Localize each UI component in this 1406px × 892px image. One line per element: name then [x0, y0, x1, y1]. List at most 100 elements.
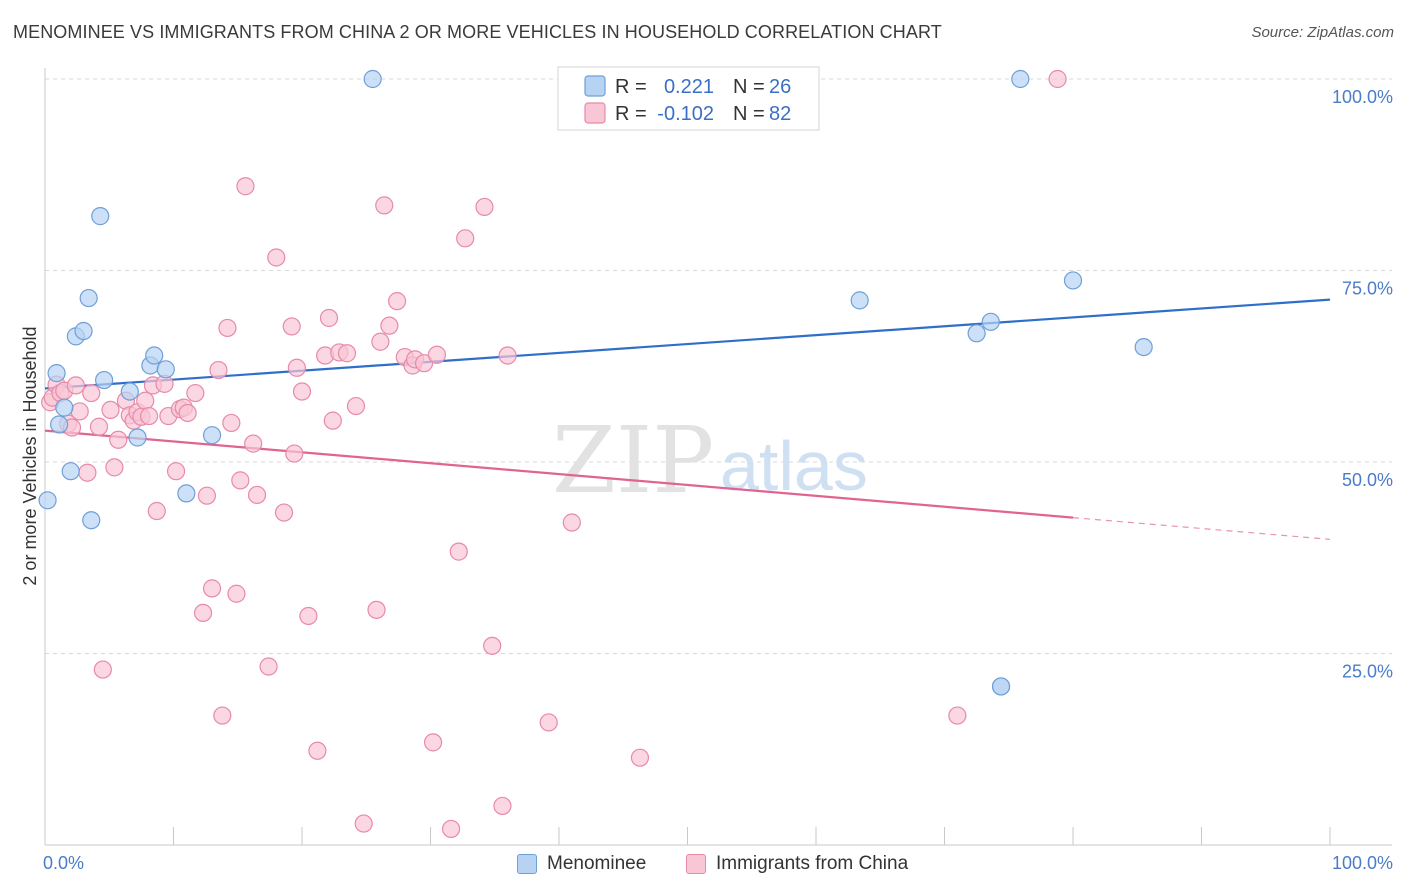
point-china-33 [197, 486, 217, 505]
point-menominee-17 [202, 426, 222, 445]
legend-swatch-china [584, 102, 606, 124]
point-china-46 [274, 503, 294, 522]
y-tick-label-50: 50.0% [1342, 470, 1393, 490]
x-tick-label-max: 100.0% [1332, 853, 1393, 873]
trend-line-menominee [44, 298, 1331, 390]
point-china-32 [193, 603, 213, 623]
point-menominee-19 [850, 291, 869, 310]
point-china-24 [147, 501, 166, 521]
point-china-72 [449, 542, 468, 561]
point-menominee-9 [91, 207, 110, 226]
point-china-15 [109, 430, 128, 449]
legend-swatch-menominee [584, 75, 606, 97]
point-china-52 [308, 741, 327, 760]
watermark: ZIP atlas [552, 407, 868, 514]
point-menominee-8 [82, 511, 101, 530]
point-china-44 [259, 657, 278, 676]
point-china-11 [89, 417, 109, 436]
point-china-76 [493, 796, 512, 816]
point-china-78 [539, 713, 558, 732]
point-menominee-22 [967, 324, 986, 343]
point-china-9 [78, 463, 97, 482]
point-china-27 [166, 462, 186, 481]
point-china-36 [213, 706, 232, 725]
y-tick-label-25: 25.0% [1342, 662, 1393, 682]
point-china-80 [630, 748, 650, 767]
trend-line-extension-china [1072, 517, 1331, 540]
point-menominee-26 [1134, 338, 1153, 357]
point-menominee-3 [55, 398, 74, 417]
point-china-14 [105, 458, 124, 477]
chart-source: Source: ZipAtlas.com [1251, 24, 1394, 41]
point-china-68 [414, 354, 434, 373]
point-menominee-11 [120, 382, 139, 401]
grid-lines [45, 78, 1392, 654]
point-china-21 [136, 391, 155, 410]
point-china-70 [427, 345, 447, 364]
point-china-35 [209, 360, 228, 380]
legend-r-value-china: -0.102 [657, 103, 714, 125]
watermark-atlas: atlas [720, 427, 868, 505]
point-china-7 [66, 376, 85, 395]
y-tick-label-100: 100.0% [1332, 87, 1393, 107]
point-china-39 [227, 584, 246, 603]
point-china-71 [441, 819, 461, 839]
trend-line-china [44, 429, 1074, 519]
trend-lines [44, 298, 1331, 540]
point-china-60 [367, 600, 386, 619]
point-menominee-24 [1011, 69, 1030, 89]
point-china-43 [247, 485, 267, 505]
legend-swatch-menominee-bottom [517, 854, 537, 874]
point-china-63 [380, 316, 399, 335]
legend-item-china: Immigrants from China [686, 853, 908, 875]
point-china-41 [236, 177, 255, 196]
point-menominee-18 [363, 69, 382, 89]
legend-label-china: Immigrants from China [716, 853, 909, 874]
point-menominee-7 [79, 288, 98, 308]
point-china-74 [475, 197, 494, 217]
point-china-64 [387, 292, 407, 311]
point-china-30 [178, 403, 197, 423]
point-china-57 [337, 344, 357, 363]
x-tick-label-min: 0.0% [43, 853, 84, 873]
legend-n-value-menominee: 26 [769, 76, 791, 98]
tick-labels: 25.0% 50.0% 75.0% 100.0% 0.0% 100.0% [43, 87, 1393, 873]
point-menominee-6 [74, 321, 93, 341]
point-china-75 [483, 636, 502, 655]
point-china-73 [456, 229, 475, 248]
point-china-55 [323, 411, 342, 430]
watermark-zip: ZIP [552, 407, 714, 514]
point-china-49 [287, 358, 306, 377]
point-china-79 [562, 513, 581, 532]
point-china-54 [319, 308, 339, 328]
point-china-38 [222, 413, 241, 433]
point-menominee-23 [981, 312, 1000, 331]
point-china-77 [498, 346, 517, 365]
legend-top: R = 0.221 N = 26 R = -0.102 N = 82 [557, 66, 820, 131]
point-china-61 [371, 332, 390, 351]
legend-n-label-china: N = [733, 103, 765, 125]
legend-r-label-china: R = [615, 103, 647, 125]
legend-n-label-menominee: N = [733, 76, 765, 98]
point-china-40 [231, 471, 250, 490]
legend-label-menominee: Menominee [547, 853, 647, 874]
point-china-62 [375, 196, 394, 215]
point-menominee-12 [128, 428, 147, 447]
point-menominee-21 [991, 677, 1011, 696]
legend-bottom: Menominee Immigrants from China [0, 850, 1406, 880]
legend-r-label-menominee: R = [615, 76, 647, 98]
axes [44, 68, 1392, 846]
legend-n-value-china: 82 [769, 103, 791, 125]
point-china-31 [186, 383, 205, 403]
point-menominee-4 [61, 462, 80, 481]
point-china-81 [1048, 69, 1067, 89]
point-china-58 [346, 396, 366, 416]
point-menominee-15 [156, 360, 175, 379]
point-menominee-2 [50, 415, 69, 434]
y-tick-label-75: 75.0% [1342, 279, 1393, 299]
legend-swatch-china-bottom [686, 854, 706, 874]
point-menominee-16 [177, 484, 196, 503]
point-menominee-1 [47, 364, 66, 383]
legend-item-menominee: Menominee [517, 853, 646, 875]
